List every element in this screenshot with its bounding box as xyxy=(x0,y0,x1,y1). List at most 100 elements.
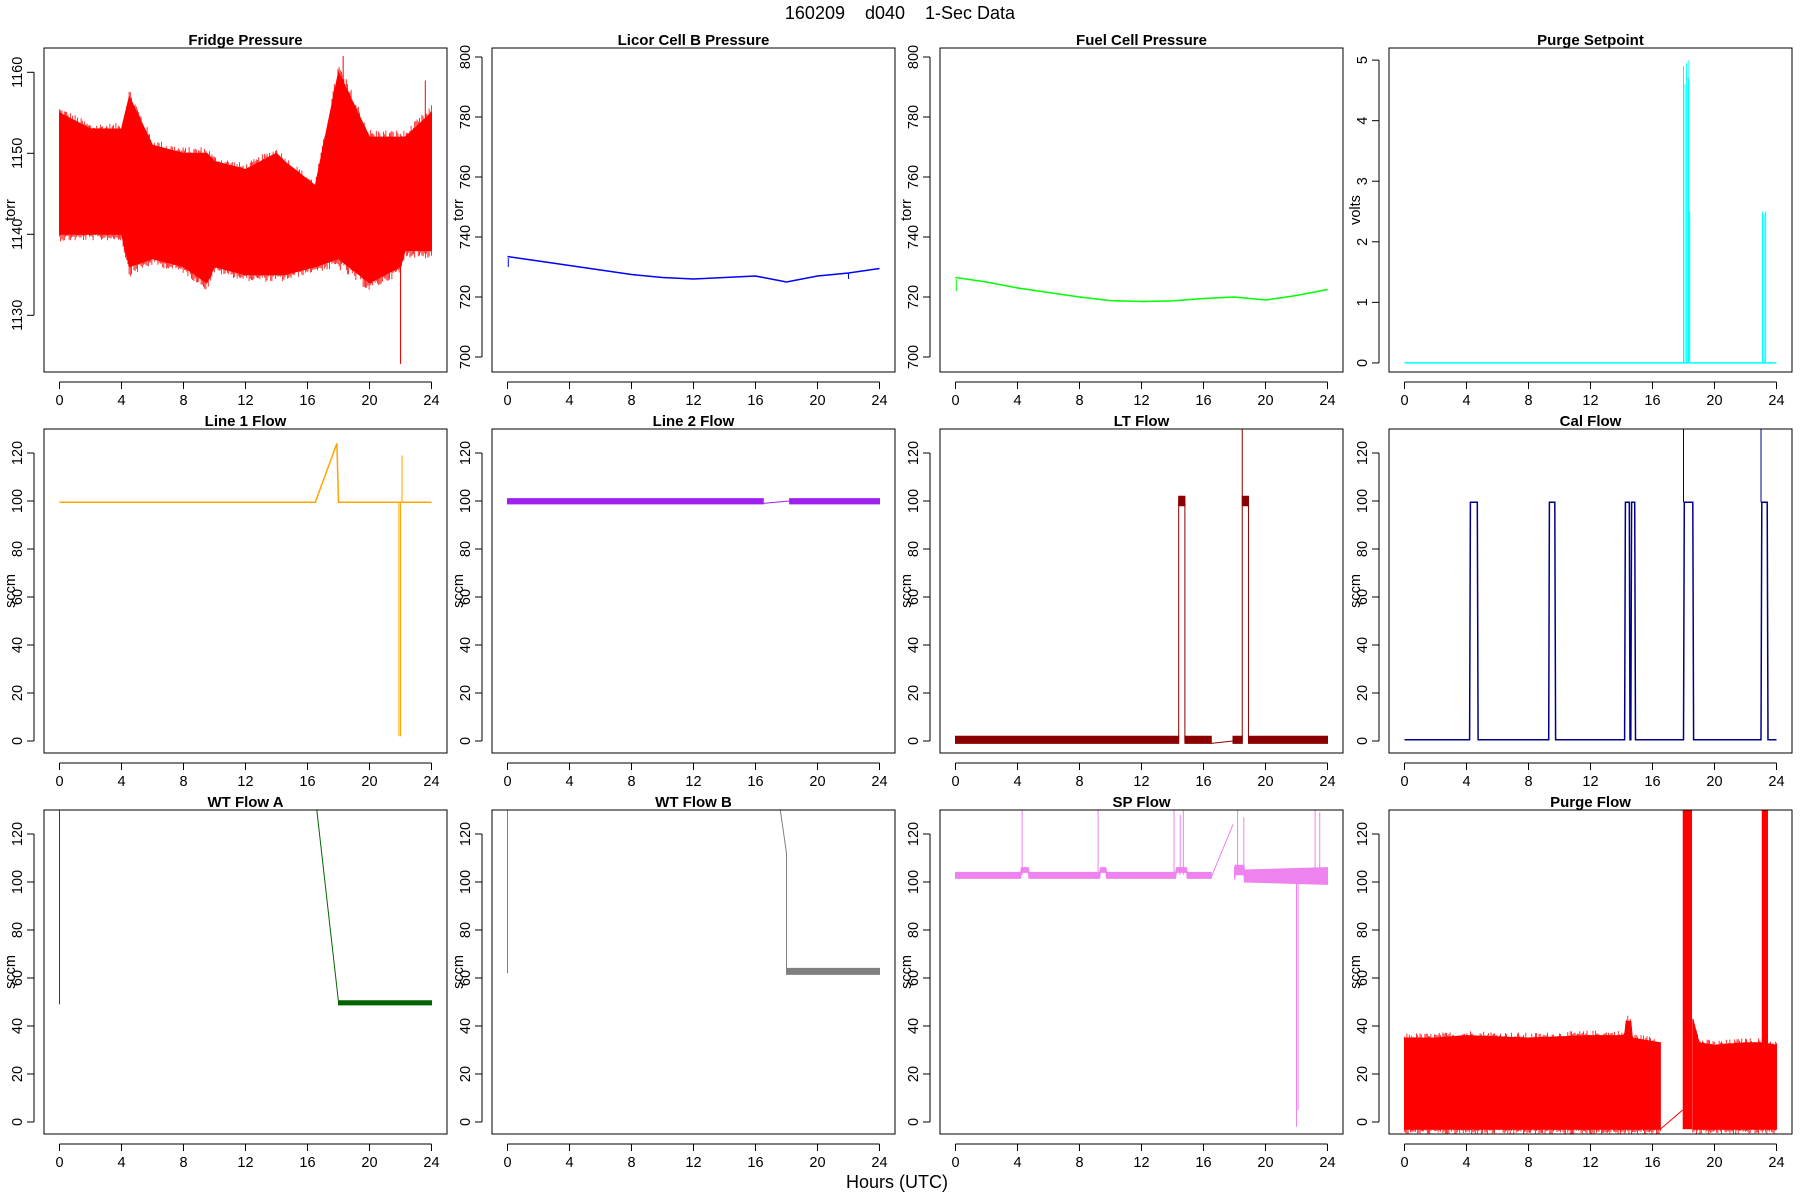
plot-frame xyxy=(491,47,896,373)
plot-area xyxy=(1404,60,1777,364)
y-tick-label: 780 xyxy=(906,105,922,129)
x-tick-label: 8 xyxy=(179,774,187,790)
chart-panel: 0 4 8 12 16 20 24 0 20 40 60 80 100 120 sccm Line 2 Flo… xyxy=(451,413,896,790)
x-tick-label: 20 xyxy=(1706,1155,1722,1171)
chart-panel: 0 4 8 12 16 20 24 700 720 740 760 780 800 torr Fuel Ce… xyxy=(899,32,1344,409)
x-tick-label: 24 xyxy=(1768,1155,1784,1171)
series-band xyxy=(1241,495,1249,507)
y-tick-label: 0 xyxy=(1355,737,1371,745)
x-tick-label: 8 xyxy=(627,393,635,409)
x-tick-label: 8 xyxy=(1075,393,1083,409)
x-tick-label: 16 xyxy=(1644,774,1660,790)
x-tick-label: 4 xyxy=(117,1155,125,1171)
plot-area xyxy=(507,810,880,975)
chart-panel: 0 4 8 12 16 20 24 700 720 740 760 780 800 torr Licor C… xyxy=(451,32,896,409)
x-tick-label: 12 xyxy=(1133,774,1149,790)
x-tick-label: 8 xyxy=(1524,393,1532,409)
x-tick-label: 16 xyxy=(1644,1155,1660,1171)
y-tick-label: 780 xyxy=(458,105,474,129)
x-tick-label: 16 xyxy=(299,1155,315,1171)
x-tick-label: 4 xyxy=(1013,1155,1021,1171)
y-tick-label: 20 xyxy=(906,1066,922,1082)
y-tick-label: 60 xyxy=(10,589,26,605)
y-tick-label: 40 xyxy=(1355,637,1371,653)
y-tick-label: 80 xyxy=(458,541,474,557)
y-tick-label: 40 xyxy=(458,637,474,653)
plot-area xyxy=(955,429,1328,744)
y-tick-label: 80 xyxy=(1355,922,1371,938)
plot-frame xyxy=(939,428,1344,754)
plot-frame xyxy=(939,47,1344,373)
x-tick-label: 12 xyxy=(1133,1155,1149,1171)
y-tick-label: 700 xyxy=(458,345,474,369)
x-tick-label: 12 xyxy=(1582,393,1598,409)
y-axis-label: sccm xyxy=(1348,955,1364,989)
y-tick-label: 100 xyxy=(458,870,474,894)
y-tick-label: 800 xyxy=(906,45,922,69)
y-tick-label: 0 xyxy=(906,737,922,745)
x-tick-label: 8 xyxy=(179,1155,187,1171)
y-tick-label: 80 xyxy=(906,541,922,557)
x-tick-label: 12 xyxy=(237,393,253,409)
chart-title: WT Flow A xyxy=(207,794,283,811)
chart-title: Cal Flow xyxy=(1560,413,1622,430)
series-connector xyxy=(316,810,339,1003)
x-tick-label: 24 xyxy=(423,774,439,790)
plot-area xyxy=(1404,810,1777,1134)
series-band xyxy=(507,498,764,505)
y-tick-label: 100 xyxy=(10,489,26,513)
y-axis-label: sccm xyxy=(899,955,915,989)
x-tick-label: 24 xyxy=(871,1155,887,1171)
y-tick-label: 80 xyxy=(458,922,474,938)
y-tick-label: 120 xyxy=(10,441,26,465)
x-tick-label: 0 xyxy=(55,1155,63,1171)
x-tick-label: 12 xyxy=(1582,1155,1598,1171)
x-tick-label: 4 xyxy=(1462,1155,1470,1171)
x-tick-label: 12 xyxy=(237,1155,253,1171)
plot-frame xyxy=(491,428,896,754)
chart-title: Fridge Pressure xyxy=(188,32,302,49)
y-tick-label: 100 xyxy=(458,489,474,513)
y-axis-label: sccm xyxy=(3,955,19,989)
plot-area xyxy=(955,810,1328,1127)
y-axis-label: sccm xyxy=(899,574,915,608)
x-tick-label: 20 xyxy=(1257,393,1273,409)
y-tick-label: 60 xyxy=(458,589,474,605)
plot-frame xyxy=(1388,809,1793,1135)
x-tick-label: 16 xyxy=(1195,1155,1211,1171)
chart-panel: 0 4 8 12 16 20 24 0 20 40 60 80 100 120 sccm Purge Flow xyxy=(1348,794,1793,1171)
x-tick-label: 16 xyxy=(747,774,763,790)
x-tick-label: 0 xyxy=(503,393,511,409)
x-tick-label: 0 xyxy=(55,774,63,790)
y-tick-label: 120 xyxy=(906,822,922,846)
y-tick-label: 1140 xyxy=(10,219,26,250)
x-tick-label: 24 xyxy=(1768,393,1784,409)
x-tick-label: 16 xyxy=(1195,774,1211,790)
y-axis-label: sccm xyxy=(1348,574,1364,608)
x-tick-label: 20 xyxy=(361,1155,377,1171)
x-tick-label: 20 xyxy=(1706,393,1722,409)
series-texture xyxy=(59,67,432,290)
x-tick-label: 8 xyxy=(1524,774,1532,790)
y-tick-label: 20 xyxy=(458,1066,474,1082)
chart-title: SP Flow xyxy=(1112,794,1170,811)
x-tick-label: 20 xyxy=(1257,1155,1273,1171)
x-tick-label: 12 xyxy=(1133,393,1149,409)
y-tick-label: 80 xyxy=(10,541,26,557)
y-tick-label: 1150 xyxy=(10,138,26,169)
series-connector xyxy=(763,500,790,504)
y-axis-label: torr xyxy=(451,199,467,221)
chart-panel: 0 4 8 12 16 20 24 0 20 40 60 80 100 120 sccm Cal Flow xyxy=(1348,413,1793,790)
y-tick-label: 1160 xyxy=(10,57,26,88)
y-tick-label: 20 xyxy=(1355,685,1371,701)
y-tick-label: 40 xyxy=(10,1018,26,1034)
y-tick-label: 60 xyxy=(906,589,922,605)
x-tick-label: 20 xyxy=(809,774,825,790)
y-tick-label: 20 xyxy=(10,685,26,701)
y-tick-label: 60 xyxy=(458,970,474,986)
y-tick-label: 720 xyxy=(458,285,474,309)
x-tick-label: 16 xyxy=(299,393,315,409)
series-band xyxy=(1248,735,1328,744)
y-tick-label: 0 xyxy=(458,737,474,745)
